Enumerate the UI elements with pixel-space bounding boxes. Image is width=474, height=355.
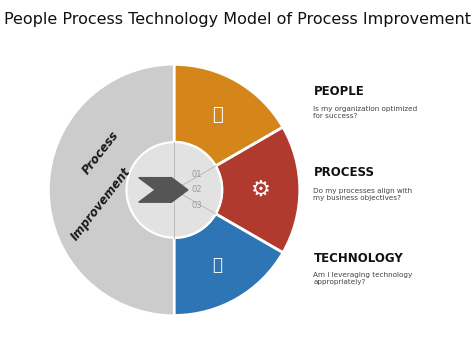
Wedge shape xyxy=(216,127,300,253)
Wedge shape xyxy=(174,214,283,316)
Text: 02: 02 xyxy=(192,185,202,195)
Text: Am I leveraging technology
appropriately?: Am I leveraging technology appropriately… xyxy=(313,272,413,285)
Text: Improvement: Improvement xyxy=(68,165,133,242)
Text: 01: 01 xyxy=(192,170,202,179)
Circle shape xyxy=(127,142,222,238)
Text: PEOPLE: PEOPLE xyxy=(313,85,364,98)
Text: 📱: 📱 xyxy=(212,256,223,274)
Text: Is my organization optimized
for success?: Is my organization optimized for success… xyxy=(313,106,418,119)
Text: PROCESS: PROCESS xyxy=(313,166,374,179)
Polygon shape xyxy=(139,178,188,202)
Text: 03: 03 xyxy=(192,201,202,210)
Text: 👥: 👥 xyxy=(212,106,223,124)
Text: ⚙: ⚙ xyxy=(251,180,271,200)
Text: Process: Process xyxy=(80,129,121,177)
Wedge shape xyxy=(174,64,283,166)
Wedge shape xyxy=(49,64,174,316)
Text: Do my processes align with
my business objectives?: Do my processes align with my business o… xyxy=(313,187,412,201)
Text: TECHNOLOGY: TECHNOLOGY xyxy=(313,252,403,264)
Text: People Process Technology Model of Process Improvement: People Process Technology Model of Proce… xyxy=(3,12,471,27)
